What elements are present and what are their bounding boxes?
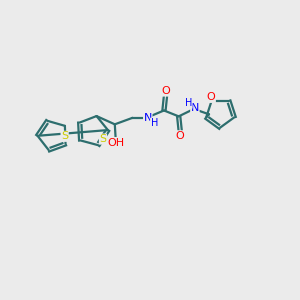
Text: H: H bbox=[185, 98, 192, 108]
Text: S: S bbox=[61, 131, 68, 141]
Text: O: O bbox=[207, 92, 215, 102]
Text: N: N bbox=[191, 103, 199, 113]
Text: N: N bbox=[144, 113, 152, 123]
Text: OH: OH bbox=[107, 138, 124, 148]
Text: O: O bbox=[161, 86, 170, 96]
Text: H: H bbox=[151, 118, 158, 128]
Text: S: S bbox=[99, 134, 106, 144]
Text: O: O bbox=[176, 131, 184, 141]
